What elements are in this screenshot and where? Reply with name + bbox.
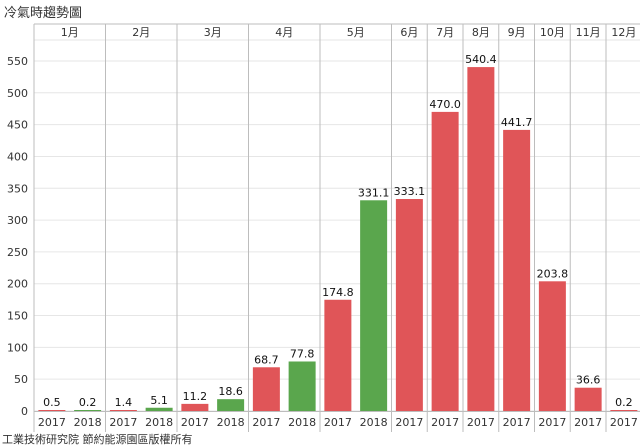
year-label: 2017 — [38, 416, 66, 429]
year-label: 2017 — [395, 416, 423, 429]
year-label: 2017 — [538, 416, 566, 429]
data-label: 203.8 — [537, 267, 569, 280]
y-tick-label: 350 — [7, 182, 28, 195]
bar — [467, 67, 495, 411]
bar — [324, 299, 352, 411]
year-label: 2017 — [252, 416, 280, 429]
month-label: 12月 — [611, 26, 636, 39]
y-tick-label: 550 — [7, 55, 28, 68]
year-label: 2018 — [74, 416, 102, 429]
copyright-footer: 工業技術研究院 節約能源園區版權所有 — [2, 433, 193, 446]
month-label: 7月 — [436, 26, 454, 39]
year-label: 2017 — [431, 416, 459, 429]
bar — [395, 199, 423, 411]
year-label: 2017 — [181, 416, 209, 429]
y-tick-label: 500 — [7, 87, 28, 100]
data-label: 174.8 — [322, 286, 354, 299]
bar — [288, 361, 316, 411]
year-label: 2017 — [610, 416, 638, 429]
bar — [38, 410, 66, 411]
bar — [109, 410, 137, 411]
y-tick-label: 50 — [14, 373, 28, 386]
data-label: 333.1 — [394, 185, 426, 198]
month-label: 4月 — [275, 26, 293, 39]
data-label: 0.2 — [615, 396, 633, 409]
year-label: 2018 — [145, 416, 173, 429]
bar — [181, 403, 209, 411]
y-tick-label: 250 — [7, 246, 28, 259]
month-label: 11月 — [576, 26, 601, 39]
y-tick-label: 300 — [7, 214, 28, 227]
year-label: 2018 — [217, 416, 245, 429]
bar — [503, 129, 531, 412]
y-tick-label: 150 — [7, 310, 28, 323]
chart-title: 冷氣時趨勢圖 — [4, 6, 83, 21]
year-label: 2018 — [360, 416, 388, 429]
year-label: 2017 — [574, 416, 602, 429]
data-label: 331.1 — [358, 186, 390, 199]
data-label: 5.1 — [150, 394, 168, 407]
y-tick-label: 0 — [21, 405, 28, 418]
year-label: 2018 — [288, 416, 316, 429]
month-label: 10月 — [540, 26, 565, 39]
data-label: 540.4 — [465, 53, 497, 66]
y-tick-label: 450 — [7, 119, 28, 132]
bar — [610, 410, 638, 411]
bar — [145, 407, 173, 411]
month-label: 1月 — [61, 26, 79, 39]
bar — [360, 200, 388, 411]
month-label: 3月 — [204, 26, 222, 39]
month-label: 9月 — [508, 26, 526, 39]
data-label: 0.2 — [79, 396, 97, 409]
data-label: 1.4 — [115, 396, 133, 409]
data-label: 0.5 — [43, 396, 61, 409]
month-label: 8月 — [472, 26, 490, 39]
data-label: 11.2 — [183, 390, 208, 403]
data-label: 68.7 — [254, 353, 279, 366]
data-label: 470.0 — [429, 98, 461, 111]
bar — [538, 281, 566, 411]
month-label: 2月 — [132, 26, 150, 39]
bar — [74, 410, 102, 411]
data-label: 77.8 — [290, 347, 315, 360]
y-tick-label: 400 — [7, 150, 28, 163]
bar — [252, 367, 280, 411]
month-label: 5月 — [347, 26, 365, 39]
y-tick-label: 100 — [7, 341, 28, 354]
bar — [217, 399, 245, 411]
bar — [574, 387, 602, 411]
data-label: 18.6 — [218, 385, 243, 398]
year-label: 2017 — [324, 416, 352, 429]
month-label: 6月 — [400, 26, 418, 39]
y-tick-label: 200 — [7, 278, 28, 291]
bar — [431, 111, 459, 411]
data-label: 441.7 — [501, 116, 533, 129]
year-label: 2017 — [503, 416, 531, 429]
year-label: 2017 — [467, 416, 495, 429]
year-label: 2017 — [109, 416, 137, 429]
data-label: 36.6 — [576, 374, 601, 387]
